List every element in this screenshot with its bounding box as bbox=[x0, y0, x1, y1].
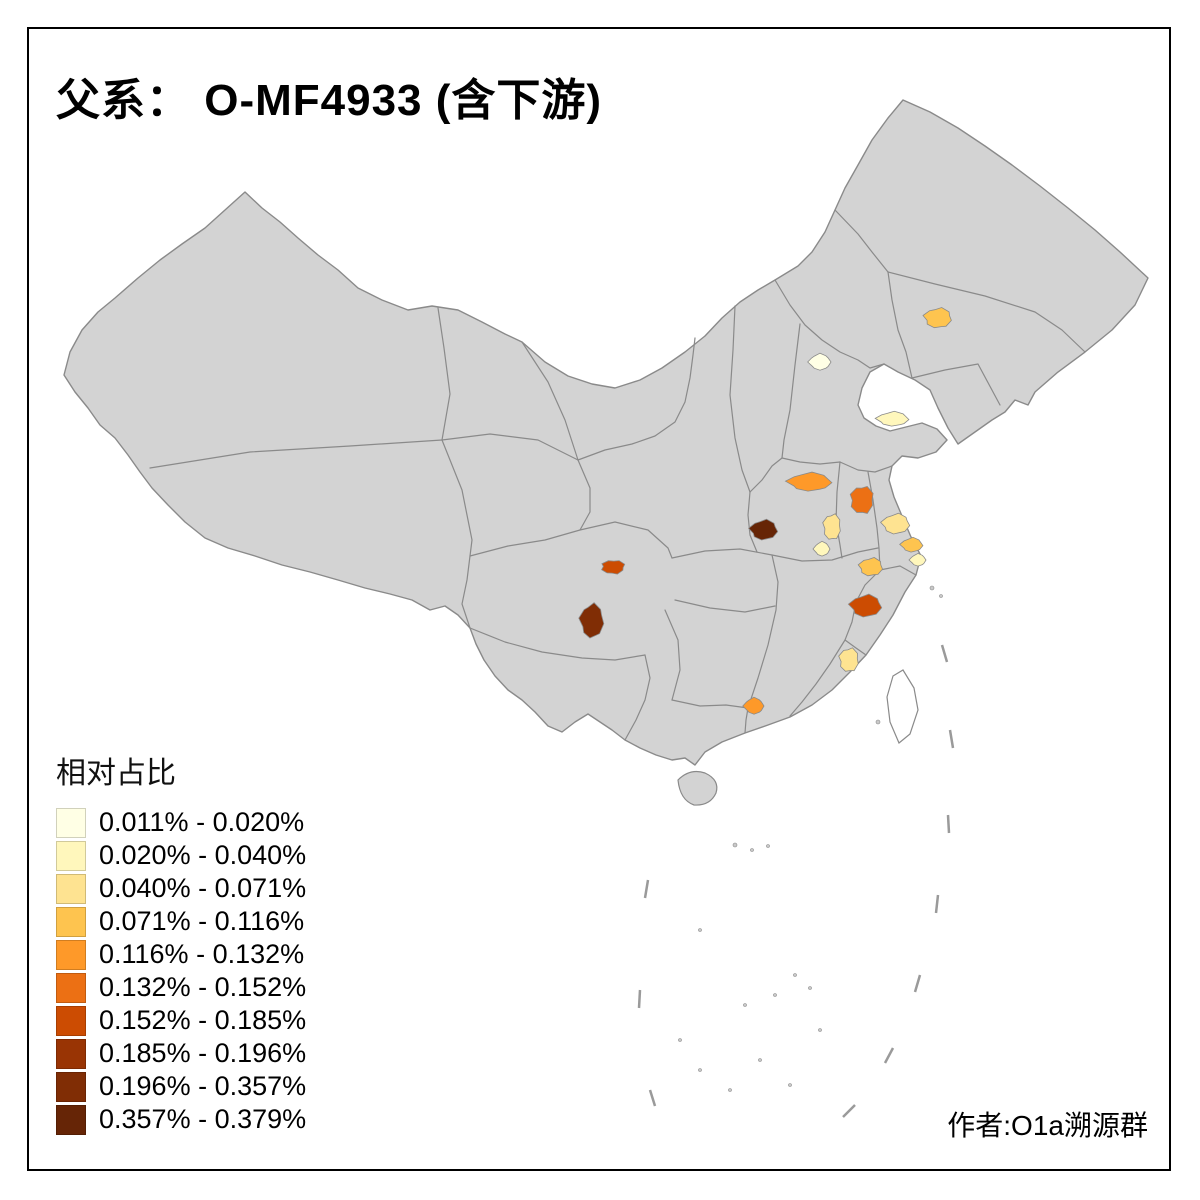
region-jiangsu-central bbox=[880, 512, 911, 535]
region-guangdong-central bbox=[742, 696, 765, 715]
region-beijing bbox=[807, 352, 832, 371]
legend-range-label: 0.196% - 0.357% bbox=[99, 1071, 307, 1101]
legend-range-label: 0.185% - 0.196% bbox=[99, 1038, 307, 1068]
legend-item: 0.185% - 0.196% bbox=[56, 1037, 306, 1070]
legend-item: 0.357% - 0.379% bbox=[56, 1103, 306, 1136]
legend-range-label: 0.357% - 0.379% bbox=[99, 1104, 307, 1134]
legend-swatch bbox=[56, 840, 86, 871]
hainan-island bbox=[677, 770, 718, 806]
region-anhui-west bbox=[812, 540, 831, 557]
region-sichuan-south bbox=[578, 602, 605, 639]
legend-swatch bbox=[56, 939, 86, 970]
highlight-regions bbox=[578, 307, 952, 715]
legend-item: 0.020% - 0.040% bbox=[56, 839, 306, 872]
legend-item: 0.132% - 0.152% bbox=[56, 971, 306, 1004]
legend-swatch bbox=[56, 1038, 86, 1069]
legend-swatch bbox=[56, 807, 86, 838]
legend-item: 0.040% - 0.071% bbox=[56, 872, 306, 905]
legend-item: 0.011% - 0.020% bbox=[56, 806, 306, 839]
legend-swatch bbox=[56, 1104, 86, 1135]
legend-swatch bbox=[56, 1071, 86, 1102]
region-hubei-north bbox=[748, 518, 779, 541]
legend-swatch bbox=[56, 972, 86, 1003]
region-jiangsu-northwest bbox=[849, 486, 874, 514]
legend-item: 0.196% - 0.357% bbox=[56, 1070, 306, 1103]
nine-dash-line bbox=[637, 644, 955, 1118]
legend-range-label: 0.152% - 0.185% bbox=[99, 1005, 307, 1035]
legend-range-label: 0.071% - 0.116% bbox=[99, 906, 305, 936]
region-fujian-coastal bbox=[838, 647, 859, 672]
taiwan-island bbox=[886, 669, 919, 744]
legend-range-label: 0.132% - 0.152% bbox=[99, 972, 307, 1002]
attribution-text: 作者:O1a溯源群 bbox=[947, 1110, 1148, 1141]
region-shandong-peninsula bbox=[874, 410, 910, 427]
province-borders bbox=[149, 209, 1086, 741]
region-anhui-north bbox=[822, 513, 841, 540]
china-map bbox=[63, 99, 1149, 1118]
legend-items: 0.011% - 0.020% 0.020% - 0.040% 0.040% -… bbox=[56, 806, 306, 1136]
region-anhui-south bbox=[847, 593, 883, 618]
legend-range-label: 0.011% - 0.020% bbox=[99, 807, 305, 837]
legend-range-label: 0.040% - 0.071% bbox=[99, 873, 307, 903]
legend-item: 0.116% - 0.132% bbox=[56, 938, 306, 971]
region-jiangsu-south bbox=[899, 536, 924, 553]
legend-range-label: 0.020% - 0.040% bbox=[99, 840, 307, 870]
legend-item: 0.152% - 0.185% bbox=[56, 1004, 306, 1037]
legend-swatch bbox=[56, 873, 86, 904]
region-jilin bbox=[922, 307, 952, 329]
region-anhui-central bbox=[857, 557, 883, 577]
page-title: 父系： O-MF4933 (含下游) bbox=[56, 76, 603, 125]
legend-item: 0.071% - 0.116% bbox=[56, 905, 306, 938]
legend-title: 相对占比 bbox=[56, 757, 176, 790]
china-mainland bbox=[63, 99, 1149, 766]
legend-swatch bbox=[56, 1005, 86, 1036]
sea-islands bbox=[637, 585, 955, 1118]
region-shanghai bbox=[908, 552, 927, 567]
legend: 相对占比 0.011% - 0.020% 0.020% - 0.040% 0.0… bbox=[56, 748, 306, 1136]
legend-swatch bbox=[56, 906, 86, 937]
region-henan-central bbox=[784, 471, 833, 492]
legend-range-label: 0.116% - 0.132% bbox=[99, 939, 305, 969]
region-chongqing bbox=[601, 560, 626, 575]
